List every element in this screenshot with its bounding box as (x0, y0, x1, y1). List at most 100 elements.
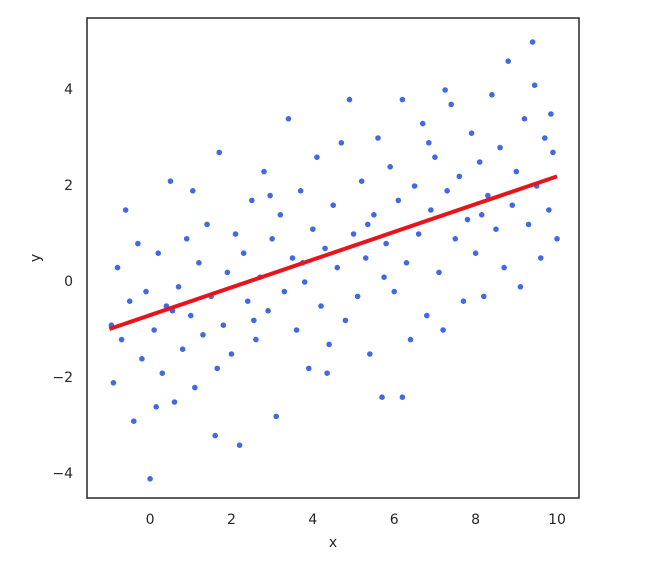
scatter-point (496, 144, 504, 152)
scatter-point (541, 134, 549, 142)
x-tick-label: 2 (227, 512, 236, 528)
scatter-point (138, 355, 146, 363)
scatter-point (240, 249, 248, 257)
scatter-point (248, 196, 256, 204)
scatter-point (431, 153, 439, 161)
scatter-point (191, 383, 199, 392)
scatter-point (117, 335, 126, 344)
scatter-point (329, 201, 337, 209)
x-tick-label: 10 (548, 512, 566, 528)
scatter-point (537, 254, 545, 262)
scatter-point (398, 96, 406, 104)
x-tick-label: 6 (390, 512, 399, 528)
scatter-point (152, 403, 160, 411)
scatter-point (301, 278, 309, 286)
scatter-point (370, 211, 378, 219)
scatter-point (183, 235, 191, 243)
scatter-point (386, 163, 394, 171)
scatter-point (524, 220, 533, 228)
scatter-point (410, 182, 419, 190)
scatter-point (223, 268, 231, 276)
regression-line (108, 174, 558, 331)
scatter-point (425, 139, 433, 147)
scatter-point (146, 475, 154, 483)
scatter-point (227, 350, 236, 358)
scatter-point (288, 254, 297, 262)
scatter-point (305, 364, 313, 372)
scatter-point (435, 268, 443, 276)
scatter-point (504, 57, 512, 65)
scatter-point (423, 311, 431, 320)
scatter-point (478, 211, 486, 219)
y-tick-label: 0 (64, 274, 73, 290)
scatter-point (467, 129, 476, 137)
scatter-point (174, 283, 183, 291)
scatter-point (211, 431, 219, 440)
scatter-point (463, 216, 472, 224)
scatter-point (480, 292, 488, 300)
scatter-point (512, 168, 520, 176)
scatter-point (260, 168, 268, 176)
scatter-point (508, 201, 516, 209)
scatter-point (545, 206, 553, 214)
scatter-point (272, 412, 280, 420)
scatter-point (354, 292, 362, 300)
scatter-point (382, 240, 390, 248)
y-tick-label: −4 (52, 466, 73, 482)
scatter-point (250, 316, 258, 324)
scatter-point (500, 263, 508, 272)
scatter-point (553, 235, 561, 243)
scatter-point (390, 287, 398, 296)
scatter-point (341, 316, 350, 324)
scatter-point (520, 115, 529, 123)
scatter-point (337, 139, 345, 147)
scatter-point (113, 263, 122, 272)
scatter-point (333, 263, 341, 272)
scatter-point (252, 335, 260, 344)
scatter-point (284, 115, 293, 123)
plot-frame (86, 17, 580, 499)
scatter-point (280, 287, 288, 296)
scatter-point (447, 100, 455, 109)
scatter-point (203, 220, 211, 228)
scatter-point (349, 230, 358, 238)
scatter-point (264, 307, 272, 315)
scatter-point (488, 91, 496, 99)
x-axis-label: x (329, 535, 337, 551)
scatter-point (516, 283, 524, 291)
scatter-point (195, 259, 203, 267)
scatter-point (158, 369, 166, 377)
scatter-point (170, 398, 179, 406)
scatter-point (215, 148, 223, 156)
scatter-point (179, 345, 187, 353)
scatter-point (276, 211, 284, 219)
scatter-point (134, 240, 142, 248)
scatter-point (297, 187, 305, 195)
scatter-point (358, 177, 366, 185)
scatter-point (364, 220, 372, 228)
scatter-point (459, 297, 468, 305)
scatter-point (150, 326, 158, 334)
scatter-point (292, 326, 301, 334)
scatter-point (529, 38, 537, 46)
x-tick-label: 8 (471, 512, 480, 528)
x-tick-label: 0 (146, 512, 155, 528)
scatter-point (547, 110, 555, 118)
scatter-point (154, 249, 162, 257)
y-tick-label: −2 (52, 370, 73, 386)
scatter-point (126, 297, 134, 305)
scatter-point (476, 158, 484, 166)
x-tick-label: 4 (308, 512, 317, 528)
scatter-point (122, 206, 130, 214)
scatter-point (472, 249, 480, 257)
scatter-point (441, 86, 449, 94)
scatter-point (443, 187, 451, 195)
scatter-point (366, 350, 374, 358)
scatter-point (199, 331, 207, 339)
scatter-point (244, 297, 252, 305)
scatter-point (130, 417, 138, 425)
scatter-point (213, 364, 221, 372)
scatter-point (406, 335, 415, 344)
scatter-point (455, 172, 463, 180)
scatter-point (268, 235, 276, 243)
